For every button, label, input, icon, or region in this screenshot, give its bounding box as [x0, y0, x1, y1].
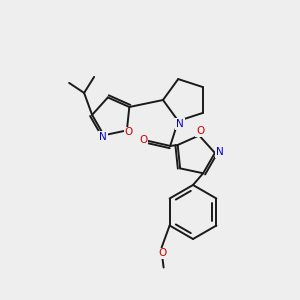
Text: O: O [158, 248, 167, 259]
Text: O: O [196, 126, 204, 136]
Text: N: N [216, 147, 224, 157]
Text: N: N [176, 119, 184, 129]
Text: O: O [125, 128, 133, 137]
Text: N: N [99, 132, 107, 142]
Text: O: O [139, 135, 147, 145]
